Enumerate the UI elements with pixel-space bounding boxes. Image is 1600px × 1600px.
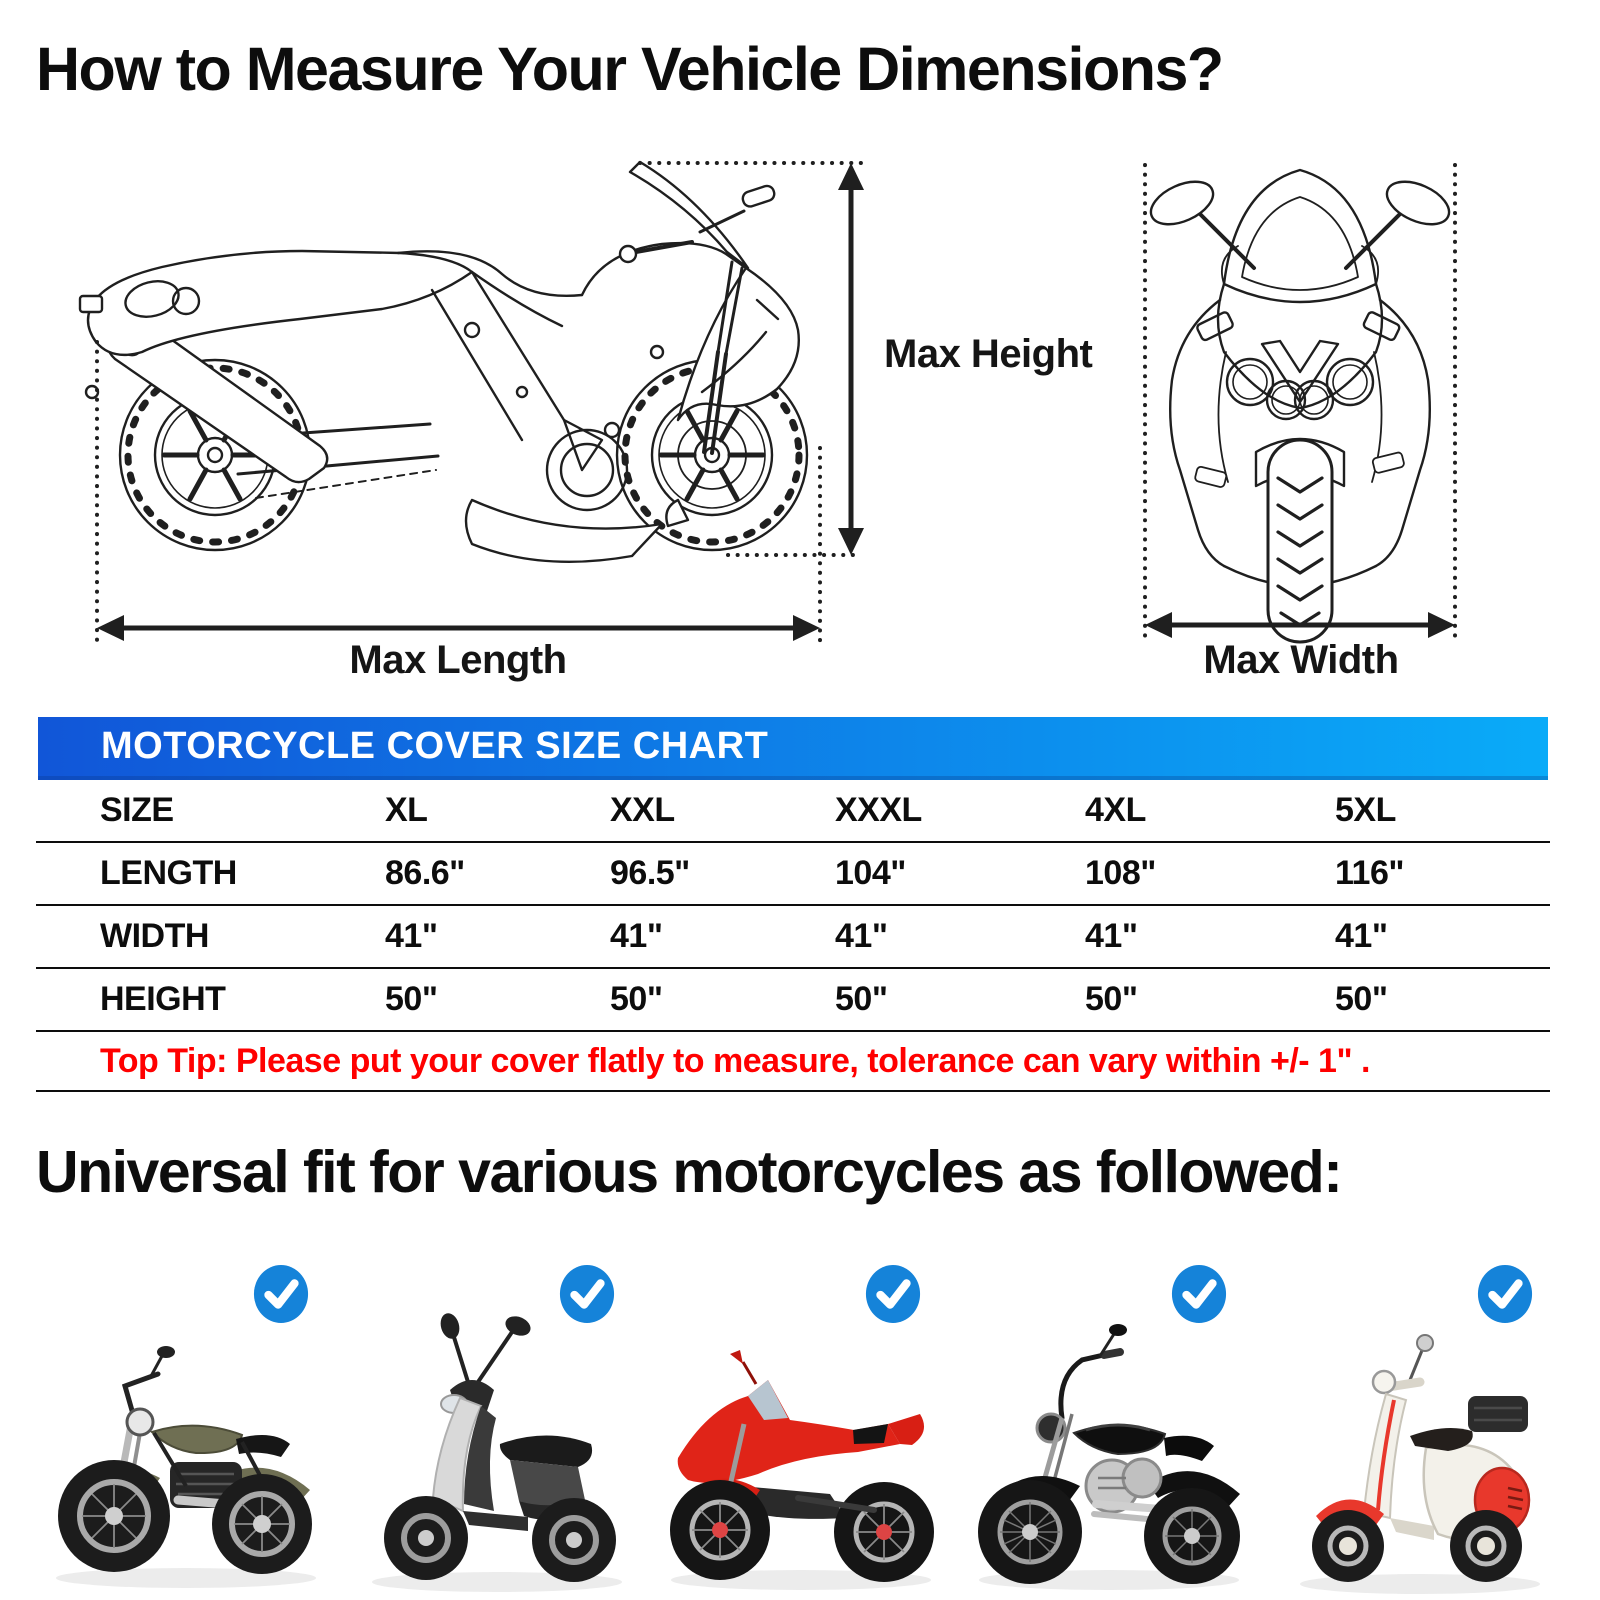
width-xl: 41" [385, 917, 438, 955]
bike-tile-scooter [342, 1248, 648, 1598]
size-chart-title: MOTORCYCLE COVER SIZE CHART [101, 725, 769, 767]
measure-diagram [78, 160, 1457, 644]
max-length-arrow [97, 615, 820, 641]
width-xxl: 41" [610, 917, 663, 955]
height-xl: 50" [385, 980, 438, 1018]
front-wheel [615, 358, 809, 552]
size-chart-columns-row: SIZE XL XXL XXXL 4XL 5XL [36, 780, 1550, 843]
length-5xl: 116" [1335, 854, 1404, 892]
page-title: How to Measure Your Vehicle Dimensions? [36, 35, 1224, 103]
max-width-label: Max Width [1203, 638, 1399, 682]
size-chart-table: MOTORCYCLE COVER SIZE CHART SIZE XL XXL … [36, 717, 1550, 1092]
size-chart-tip: Top Tip: Please put your cover flatly to… [36, 1032, 1550, 1092]
bike-tile-sportbike [648, 1248, 954, 1598]
col-5xl: 5XL [1335, 791, 1396, 829]
front-view-motorcycle-drawing [1149, 168, 1451, 644]
check-icon [1171, 1265, 1227, 1323]
col-size: SIZE [100, 791, 174, 829]
red-sport-bike-photo [670, 1350, 934, 1590]
width-xxxl: 41" [835, 917, 888, 955]
size-chart-row-width: WIDTH 41" 41" 41" 41" 41" [36, 906, 1550, 969]
row-label: WIDTH [100, 917, 209, 955]
max-height-label: Max Height [884, 332, 1093, 376]
universal-fit-heading: Universal fit for various motorcycles as… [36, 1139, 1343, 1205]
vintage-scooter-photo [1300, 1334, 1540, 1594]
bike-tile-black-cruiser [954, 1248, 1260, 1598]
check-icon [1477, 1265, 1533, 1323]
size-chart-row-length: LENGTH 86.6" 96.5" 104" 108" 116" [36, 843, 1550, 906]
col-xxl: XXL [610, 791, 675, 829]
check-icon [865, 1265, 921, 1323]
col-xl: XL [385, 791, 428, 829]
height-xxl: 50" [610, 980, 663, 1018]
check-icon [559, 1265, 615, 1323]
size-chart-header-bar: MOTORCYCLE COVER SIZE CHART [38, 717, 1548, 780]
size-chart-row-height: HEIGHT 50" 50" 50" 50" 50" [36, 969, 1550, 1032]
black-cruiser-photo [978, 1324, 1240, 1590]
height-4xl: 50" [1085, 980, 1138, 1018]
length-height-guides [95, 161, 864, 644]
check-icon [253, 1265, 309, 1323]
height-5xl: 50" [1335, 980, 1388, 1018]
length-xxl: 96.5" [610, 854, 690, 892]
col-4xl: 4XL [1085, 791, 1146, 829]
row-label: HEIGHT [100, 980, 226, 1018]
modern-scooter-photo [372, 1313, 622, 1592]
col-xxxl: XXXL [835, 791, 922, 829]
width-guides [1143, 163, 1457, 644]
max-height-arrow [838, 163, 864, 555]
height-xxxl: 50" [835, 980, 888, 1018]
bike-tile-vintage-scooter [1260, 1248, 1566, 1598]
length-4xl: 108" [1085, 854, 1156, 892]
length-xxxl: 104" [835, 854, 906, 892]
motorcycle-examples-row [36, 1248, 1566, 1598]
width-4xl: 41" [1085, 917, 1138, 955]
length-xl: 86.6" [385, 854, 465, 892]
olive-cruiser-photo [56, 1346, 316, 1588]
max-length-label: Max Length [349, 638, 567, 682]
max-width-arrow [1145, 612, 1455, 638]
width-5xl: 41" [1335, 917, 1388, 955]
side-view-motorcycle-drawing [78, 160, 809, 563]
bike-tile-cruiser [36, 1248, 342, 1598]
row-label: LENGTH [100, 854, 237, 892]
